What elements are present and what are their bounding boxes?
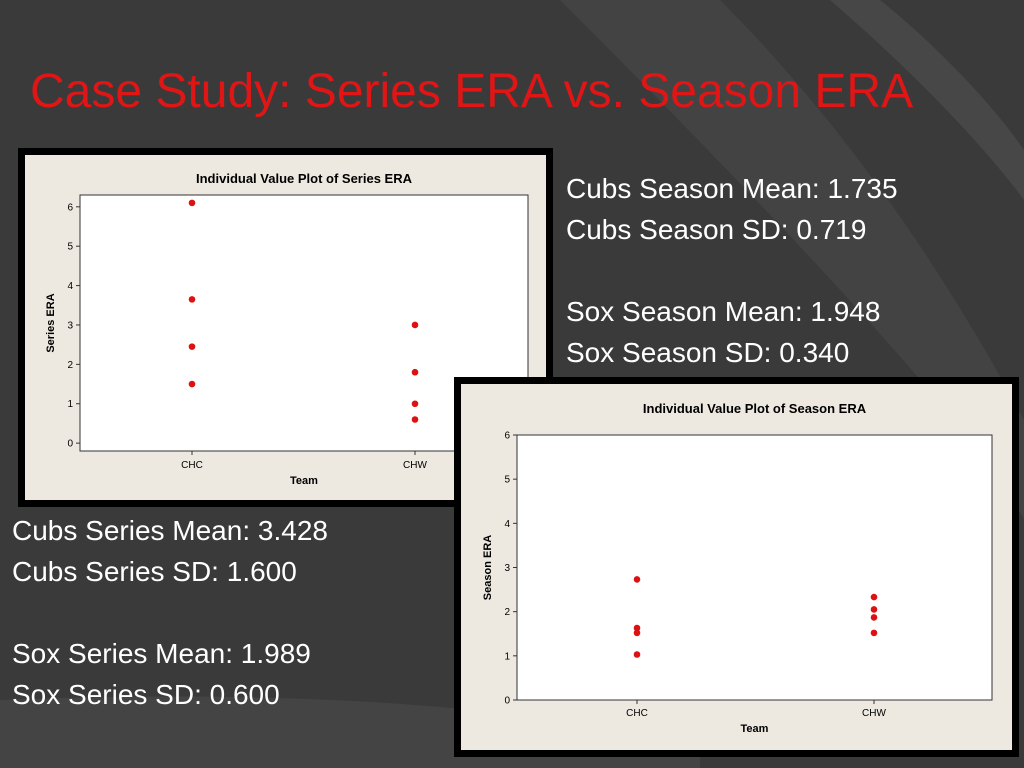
data-point	[188, 343, 196, 350]
y-tick-label: 4	[67, 281, 73, 292]
y-tick-label: 6	[67, 202, 73, 213]
season-stats-text: Cubs Season Mean: 1.735 Cubs Season SD: …	[566, 168, 898, 373]
series-era-plot: Individual Value Plot of Series ERA 0 1 2 3 4…	[18, 148, 553, 507]
season-era-chart: Individual Value Plot of Season ERA 0 1 2 3 4…	[461, 384, 1012, 750]
data-point	[633, 624, 641, 632]
stat-spacer	[566, 250, 898, 291]
stat-line: Sox Season Mean: 1.948	[566, 296, 881, 327]
x-tick-label: CHC	[626, 708, 648, 719]
y-tick-label: 0	[504, 696, 510, 707]
stat-line: Cubs Season Mean: 1.735	[566, 173, 898, 204]
stat-spacer	[12, 592, 328, 633]
data-point	[633, 576, 641, 583]
y-axis-label: Season ERA	[482, 535, 494, 600]
data-point	[411, 321, 419, 329]
x-axis-label: Team	[741, 723, 769, 735]
stat-line: Sox Season SD: 0.340	[566, 337, 850, 368]
plot-area	[516, 434, 993, 701]
chart-title: Individual Value Plot of Season ERA	[643, 401, 867, 416]
series-era-chart: Individual Value Plot of Series ERA 0 1 2 3 4…	[25, 155, 546, 500]
stat-line: Sox Series SD: 0.600	[12, 679, 280, 710]
stat-line: Cubs Season SD: 0.719	[566, 214, 867, 245]
y-axis-label: Series ERA	[45, 293, 57, 352]
stat-line: Cubs Series Mean: 3.428	[12, 515, 328, 546]
chart-title: Individual Value Plot of Series ERA	[196, 171, 413, 186]
x-tick-label: CHC	[181, 460, 203, 471]
plot-area	[79, 194, 529, 452]
y-tick-label: 6	[504, 431, 510, 442]
season-era-plot: Individual Value Plot of Season ERA 0 1 2 3 4…	[454, 377, 1019, 757]
data-point	[411, 416, 419, 423]
x-axis-label: Team	[290, 475, 318, 487]
data-point	[188, 380, 196, 388]
y-tick-label: 5	[67, 242, 73, 253]
y-tick-label: 5	[504, 475, 510, 486]
y-tick-label: 2	[67, 360, 73, 371]
y-tick-label: 3	[504, 563, 510, 574]
series-stats-text: Cubs Series Mean: 3.428 Cubs Series SD: …	[12, 510, 328, 715]
y-tick-label: 2	[504, 607, 510, 618]
stat-line: Cubs Series SD: 1.600	[12, 556, 297, 587]
data-point	[411, 400, 419, 408]
x-tick-label: CHW	[403, 460, 427, 471]
y-tick-label: 1	[67, 399, 73, 410]
stat-line: Sox Series Mean: 1.989	[12, 638, 311, 669]
slide-title: Case Study: Series ERA vs. Season ERA	[30, 65, 914, 118]
data-point	[870, 614, 878, 621]
data-point	[188, 296, 196, 303]
y-tick-label: 4	[504, 519, 510, 530]
y-tick-label: 1	[504, 651, 510, 662]
data-point	[870, 606, 878, 613]
x-tick-label: CHW	[862, 708, 886, 719]
y-tick-label: 0	[67, 439, 73, 450]
data-point	[633, 629, 641, 637]
data-point	[188, 199, 196, 207]
data-point	[633, 651, 641, 658]
data-point	[411, 368, 419, 376]
y-tick-label: 3	[67, 320, 73, 331]
data-point	[870, 593, 878, 601]
data-point	[870, 629, 878, 637]
